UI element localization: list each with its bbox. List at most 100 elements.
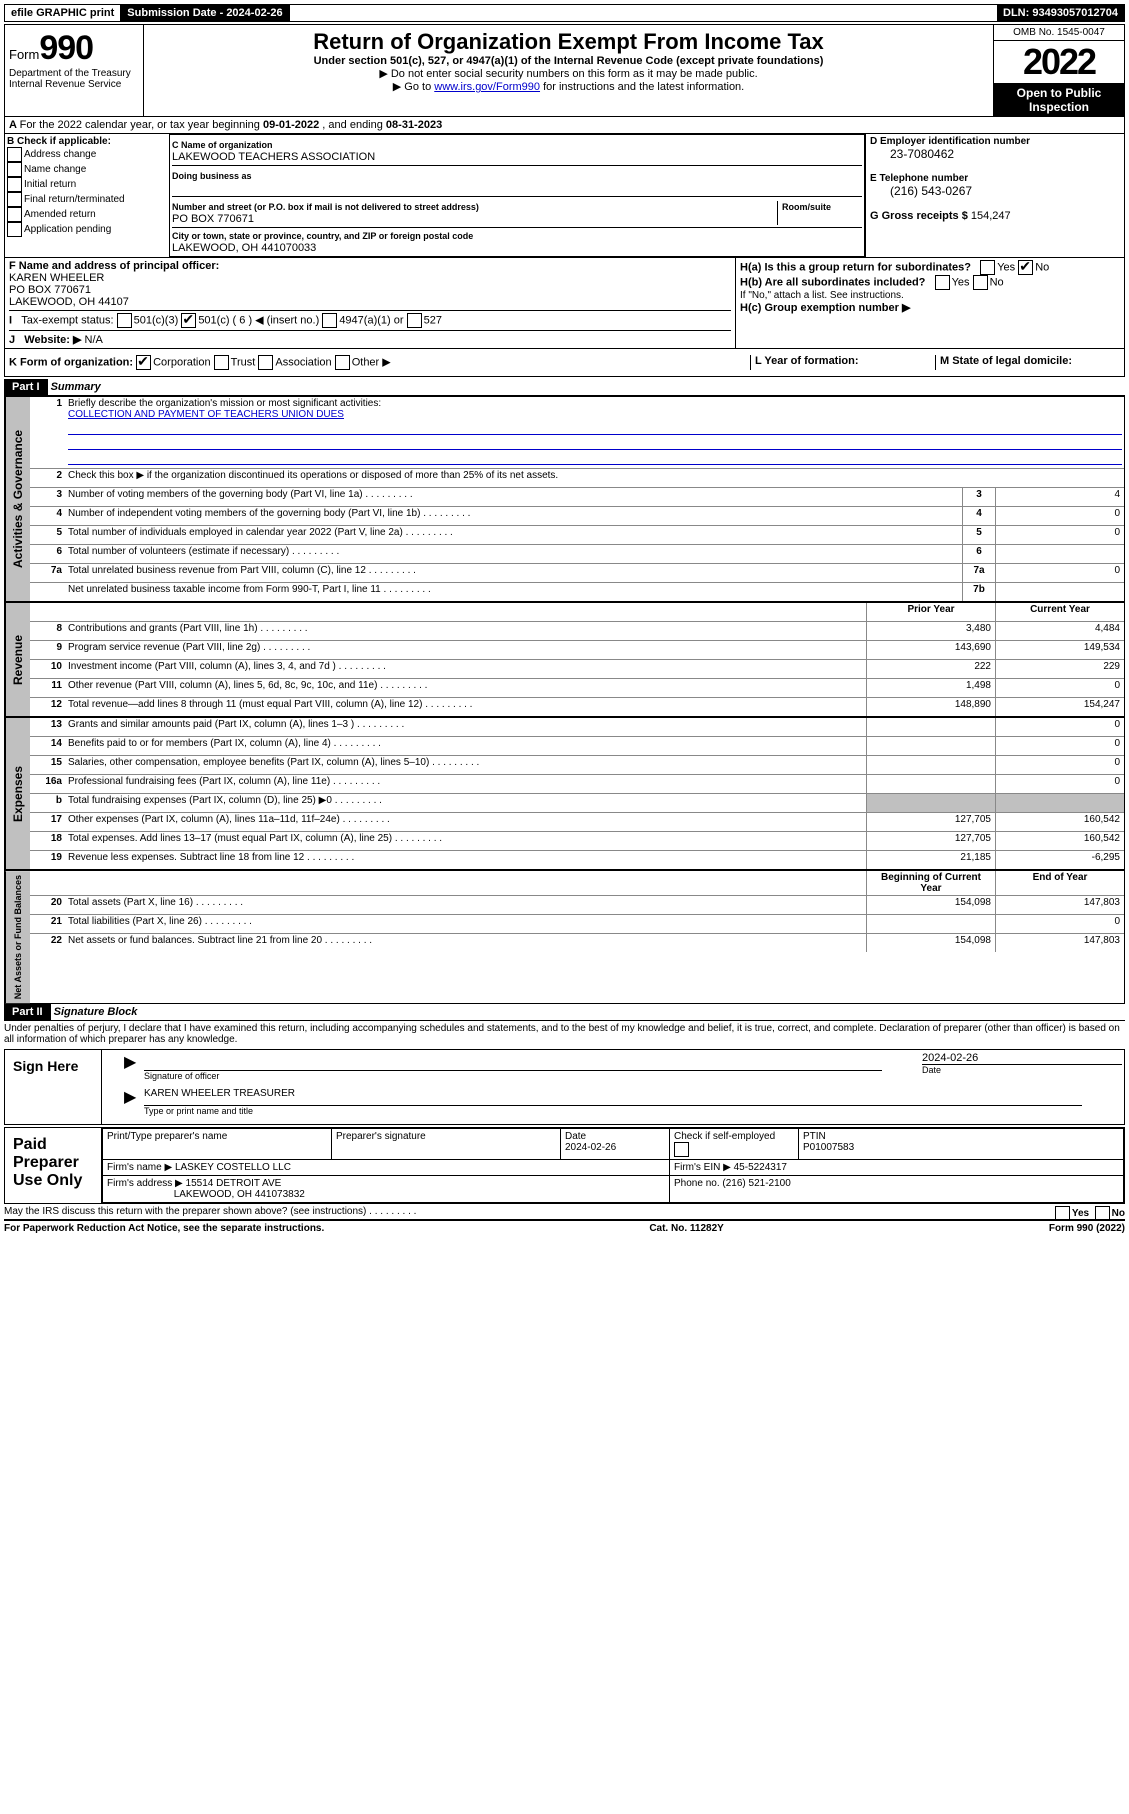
omb-number: OMB No. 1545-0047 (994, 25, 1124, 41)
penalties-text: Under penalties of perjury, I declare th… (4, 1021, 1125, 1047)
preparer-table: Print/Type preparer's name Preparer's si… (102, 1128, 1124, 1203)
net-side-label: Net Assets or Fund Balances (5, 871, 30, 1003)
gov-section: Activities & Governance 1Briefly describ… (4, 396, 1125, 602)
501c3-checkbox[interactable] (117, 313, 132, 328)
sig-arrow-icon-2: ▶ (124, 1087, 136, 1107)
trust-checkbox[interactable] (214, 355, 229, 370)
exp-side-label: Expenses (5, 718, 30, 869)
org-name: LAKEWOOD TEACHERS ASSOCIATION (172, 151, 375, 163)
submission-date: Submission Date - 2024-02-26 (121, 5, 289, 21)
table-row: 3 Number of voting members of the govern… (30, 488, 1124, 507)
amended-return-checkbox[interactable] (7, 207, 22, 222)
address-change-checkbox[interactable] (7, 147, 22, 162)
table-row: 13 Grants and similar amounts paid (Part… (30, 718, 1124, 737)
table-row: 11 Other revenue (Part VIII, column (A),… (30, 679, 1124, 698)
paid-preparer-section: Paid Preparer Use Only Print/Type prepar… (4, 1127, 1125, 1204)
initial-return-checkbox[interactable] (7, 177, 22, 192)
exp-section: Expenses 13 Grants and similar amounts p… (4, 717, 1125, 870)
officer-name: KAREN WHEELER (9, 272, 104, 284)
gross-receipts: 154,247 (971, 210, 1011, 222)
part2-header-row: Part II Signature Block (4, 1004, 1125, 1021)
self-emp-checkbox[interactable] (674, 1142, 689, 1157)
officer-sig-name: KAREN WHEELER TREASURER (144, 1088, 295, 1099)
open-public-badge: Open to Public Inspection (994, 84, 1124, 116)
footer-mid: Cat. No. 11282Y (649, 1223, 723, 1234)
ptin-value: P01007583 (803, 1142, 854, 1153)
irs-link[interactable]: www.irs.gov/Form990 (434, 81, 540, 93)
final-return-checkbox[interactable] (7, 192, 22, 207)
footer-left: For Paperwork Reduction Act Notice, see … (4, 1223, 324, 1234)
efile-chunk[interactable]: efile GRAPHIC print (5, 5, 121, 21)
table-row: 17 Other expenses (Part IX, column (A), … (30, 813, 1124, 832)
column-c: C Name of organization LAKEWOOD TEACHERS… (169, 134, 865, 257)
hb-no-checkbox[interactable] (973, 275, 988, 290)
table-row: 19 Revenue less expenses. Subtract line … (30, 851, 1124, 869)
part1-header-row: Part I Summary (4, 379, 1125, 396)
501c-checkbox[interactable] (181, 313, 196, 328)
prep-date: 2024-02-26 (565, 1142, 616, 1153)
form-header: Form990 Department of the Treasury Inter… (4, 24, 1125, 117)
4947-checkbox[interactable] (322, 313, 337, 328)
table-row: 16a Professional fundraising fees (Part … (30, 775, 1124, 794)
discuss-row: May the IRS discuss this return with the… (4, 1204, 1125, 1221)
table-row: b Total fundraising expenses (Part IX, c… (30, 794, 1124, 813)
table-row: 9 Program service revenue (Part VIII, li… (30, 641, 1124, 660)
table-row: Net unrelated business taxable income fr… (30, 583, 1124, 601)
part2-badge: Part II (4, 1004, 51, 1020)
org-address: PO BOX 770671 (172, 213, 254, 225)
table-row: 10 Investment income (Part VIII, column … (30, 660, 1124, 679)
sig-date: 2024-02-26 (922, 1052, 1122, 1064)
527-checkbox[interactable] (407, 313, 422, 328)
footer-right: Form 990 (2022) (1049, 1223, 1125, 1234)
table-row: 4 Number of independent voting members o… (30, 507, 1124, 526)
table-row: 15 Salaries, other compensation, employe… (30, 756, 1124, 775)
hb-yes-checkbox[interactable] (935, 275, 950, 290)
ha-no-checkbox[interactable] (1018, 260, 1033, 275)
discuss-yes-checkbox[interactable] (1055, 1206, 1070, 1221)
firm-addr: 15514 DETROIT AVE (186, 1178, 282, 1189)
column-d: D Employer identification number 23-7080… (865, 134, 1124, 257)
form-label: Form990 (9, 29, 139, 68)
table-row: 5 Total number of individuals employed i… (30, 526, 1124, 545)
gov-side-label: Activities & Governance (5, 397, 30, 601)
mission-text[interactable]: COLLECTION AND PAYMENT OF TEACHERS UNION… (68, 409, 344, 420)
table-row: 22 Net assets or fund balances. Subtract… (30, 934, 1124, 952)
sign-here-section: Sign Here ▶ Signature of officer 2024-02… (4, 1049, 1125, 1125)
application-pending-checkbox[interactable] (7, 222, 22, 237)
firm-ein: 45-5224317 (734, 1162, 787, 1173)
firm-phone: (216) 521-2100 (722, 1178, 790, 1189)
table-row: 7a Total unrelated business revenue from… (30, 564, 1124, 583)
table-row: 20 Total assets (Part X, line 16) 154,09… (30, 896, 1124, 915)
section-a: A For the 2022 calendar year, or tax yea… (4, 117, 1125, 134)
table-row: 6 Total number of volunteers (estimate i… (30, 545, 1124, 564)
table-row: 12 Total revenue—add lines 8 through 11 … (30, 698, 1124, 716)
form-subtitle: Under section 501(c), 527, or 4947(a)(1)… (148, 55, 989, 67)
other-checkbox[interactable] (335, 355, 350, 370)
table-row: 18 Total expenses. Add lines 13–17 (must… (30, 832, 1124, 851)
dln: DLN: 93493057012704 (997, 5, 1124, 21)
discuss-no-checkbox[interactable] (1095, 1206, 1110, 1221)
top-bar: efile GRAPHIC print Submission Date - 20… (4, 4, 1125, 22)
firm-name: LASKEY COSTELLO LLC (175, 1162, 291, 1173)
rev-section: Revenue Prior YearCurrent Year 8 Contrib… (4, 602, 1125, 717)
ein-value: 23-7080462 (870, 147, 1120, 161)
corp-checkbox[interactable] (136, 355, 151, 370)
dept-label: Department of the Treasury Internal Reve… (9, 68, 139, 90)
row-kl: K Form of organization: Corporation Trus… (4, 349, 1125, 377)
table-row: 14 Benefits paid to or for members (Part… (30, 737, 1124, 756)
instruction-1: ▶ Do not enter social security numbers o… (148, 67, 989, 80)
rev-side-label: Revenue (5, 603, 30, 716)
assoc-checkbox[interactable] (258, 355, 273, 370)
page-footer: For Paperwork Reduction Act Notice, see … (4, 1221, 1125, 1236)
part1-badge: Part I (4, 379, 48, 395)
net-section: Net Assets or Fund Balances Beginning of… (4, 870, 1125, 1004)
name-change-checkbox[interactable] (7, 162, 22, 177)
column-b: B Check if applicable: Address change Na… (5, 134, 169, 257)
tax-year: 2022 (994, 41, 1124, 84)
table-row: 21 Total liabilities (Part X, line 26) 0 (30, 915, 1124, 934)
instruction-2: ▶ Go to www.irs.gov/Form990 for instruct… (148, 80, 989, 93)
sig-arrow-icon: ▶ (124, 1052, 136, 1072)
table-row: 8 Contributions and grants (Part VIII, l… (30, 622, 1124, 641)
row-fhi: F Name and address of principal officer:… (4, 258, 1125, 349)
ha-yes-checkbox[interactable] (980, 260, 995, 275)
